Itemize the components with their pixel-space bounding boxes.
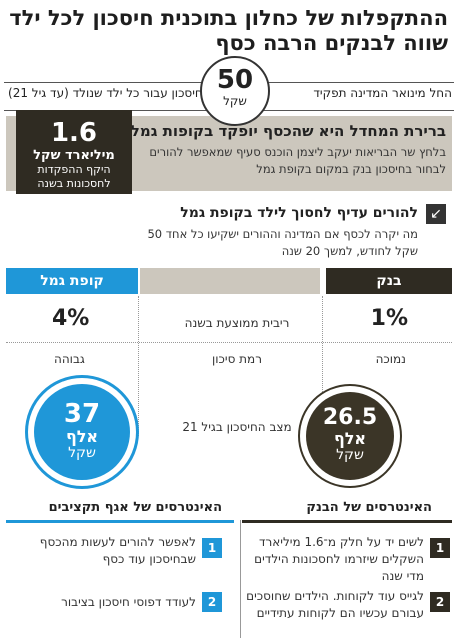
budget-item-2-text: לעודד דפוסי חיסכון בציבור — [61, 595, 196, 609]
stat-label-desc: היקף ההפקדות לחסכונות בשנה — [37, 163, 111, 190]
bank-savings-unit: אלף — [333, 429, 367, 448]
amount-value: 50 — [216, 65, 254, 95]
gemel-savings-circle: 37 אלף שקל — [34, 384, 130, 480]
gemel-savings-value: 37 — [63, 399, 101, 429]
stat-label-unit: מיליארד שקל — [33, 148, 115, 163]
bank-header: בנק — [326, 268, 452, 294]
bank-item-1-number: 1 — [430, 538, 450, 558]
default-box-text: בלחץ שר הבריאות יעקב ליצמן הוכנס סעיף שמ… — [149, 145, 446, 176]
question-text: מה יקרה לכסף אם המדינה וההורים ישקיעו כל… — [147, 227, 418, 258]
gemel-interest-value: 4% — [52, 306, 90, 331]
bank-item-2-text: לגייס עוד לקוחות. הילדים שחוסכים עבורם ע… — [246, 589, 424, 620]
row-divider — [6, 342, 452, 343]
amount-circle: 50 שקל — [200, 56, 270, 126]
interest-label: ריבית ממוצעת בשנה — [184, 316, 290, 330]
budget-item-2-number: 2 — [202, 592, 222, 612]
budget-interests-underline — [6, 520, 234, 523]
bank-risk-value: נמוכה — [375, 352, 406, 366]
bank-interests-title: האינטרסים של הבנק — [306, 500, 432, 515]
subheader-left-text: לחיסכון עבור כל ילד שנולד (עד גיל 21) — [8, 86, 210, 100]
separator-right — [322, 296, 323, 436]
bank-savings-value: 26.5 — [322, 405, 378, 430]
gemel-risk-value: גבוהה — [54, 352, 85, 366]
bank-savings-currency: שקל — [336, 447, 364, 463]
stat-value: 1.6 — [50, 118, 98, 148]
arrow-down-left-icon: ↙ — [426, 204, 446, 224]
column-divider — [240, 520, 241, 638]
subheader-right-text: החל מינואר המדינה תפקיד — [313, 86, 452, 100]
gemel-header: קופת גמל — [6, 268, 138, 294]
bank-savings-circle: 26.5 אלף שקל — [306, 392, 394, 480]
bank-item-1-text: לשים יד על חלק מ־1.6 מיליארד השקלים שיזר… — [254, 535, 424, 583]
bank-interests-underline — [242, 520, 452, 523]
default-box-title: ברירת המחדל היא שהכסף יופקד בקופות גמל — [130, 122, 446, 140]
budget-item-1-number: 1 — [202, 538, 222, 558]
savings-label: מצב החיסכון בגיל 21 — [182, 420, 292, 434]
middle-header — [140, 268, 320, 294]
gemel-savings-unit: אלף — [65, 427, 99, 446]
bank-item-2-number: 2 — [430, 592, 450, 612]
budget-item-1-text: לאפשר להורים לעשות מהכסף שבחיסכון עוד כס… — [39, 535, 196, 566]
risk-label: רמת סיכון — [212, 352, 262, 366]
annual-deposits-stat: 1.6 מיליארד שקל היקף ההפקדות לחסכונות בש… — [16, 110, 132, 194]
gemel-savings-currency: שקל — [68, 445, 96, 461]
page-title: ההתקפלות של כחלון בתוכנית חיסכון לכל ילד… — [9, 6, 448, 55]
question-title: להורים עדיף לחסוך לילד בקופת גמל — [180, 205, 418, 221]
budget-interests-title: האינטרסים של אגף תקציבים — [48, 500, 222, 515]
amount-unit: שקל — [223, 94, 247, 108]
separator-left — [138, 296, 139, 436]
bank-interest-value: 1% — [370, 306, 408, 331]
